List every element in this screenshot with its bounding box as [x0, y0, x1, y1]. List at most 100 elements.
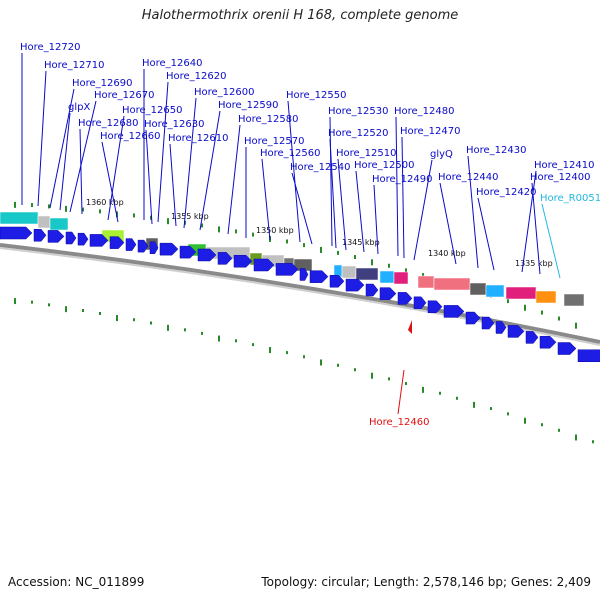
- leader-line: [169, 143, 177, 227]
- marker-leader: [397, 369, 405, 415]
- marker-group: Hore_12460: [369, 320, 430, 428]
- scale-label: 1355 kbp: [171, 212, 209, 221]
- scale-tick: [133, 213, 135, 218]
- gene-label: Hore_12610: [168, 133, 229, 144]
- leader-line: [329, 138, 337, 249]
- scale-label: 1350 kbp: [256, 226, 294, 235]
- gene-arrow: [233, 254, 253, 268]
- lower-tick: [439, 391, 441, 395]
- lower-tick: [252, 343, 254, 347]
- scale-tick: [218, 226, 220, 233]
- lower-tick: [184, 328, 186, 332]
- gene-arrows: [0, 226, 600, 363]
- leader-line: [227, 124, 241, 235]
- gene-arrow: [149, 241, 159, 254]
- feature-block: [0, 211, 39, 225]
- gene-arrow: [89, 234, 109, 247]
- leader-line: [79, 128, 83, 215]
- lower-tick: [456, 396, 458, 400]
- lower-tick: [14, 298, 16, 305]
- gene-arrow: [253, 258, 275, 272]
- lower-ticks: [14, 298, 594, 444]
- leader-line: [467, 155, 479, 269]
- gene-arrow: [275, 263, 299, 276]
- lower-tick: [269, 347, 271, 354]
- lower-tick: [167, 324, 169, 331]
- lower-tick: [524, 417, 526, 424]
- gene-label: Hore_12520: [328, 128, 389, 139]
- scale-tick: [541, 310, 543, 315]
- lower-tick: [558, 428, 560, 432]
- leader-line: [477, 197, 495, 271]
- gene-label: Hore_12560: [260, 148, 321, 159]
- lower-tick: [31, 300, 33, 304]
- gene-arrow: [65, 231, 77, 245]
- feature-block: [505, 286, 537, 300]
- scale-tick: [201, 223, 203, 228]
- lower-tick: [65, 306, 67, 313]
- scale-tick: [235, 229, 237, 234]
- gene-arrow: [137, 239, 149, 253]
- gene-arrow: [379, 287, 397, 300]
- lower-tick: [405, 382, 407, 386]
- gene-label: Hore_12660: [100, 131, 161, 142]
- leader-line: [531, 182, 541, 275]
- lower-tick: [575, 434, 577, 441]
- lower-tick: [150, 321, 152, 325]
- feature-block: [469, 282, 487, 296]
- gene-arrow: [47, 230, 65, 243]
- gene-arrow: [125, 238, 137, 251]
- gene-label: glyQ: [430, 149, 453, 160]
- gene-label: Hore_12470: [400, 126, 461, 137]
- gene-label: Hore_12400: [530, 172, 591, 183]
- lower-tick: [133, 318, 135, 322]
- gene-label: Hore_12570: [244, 136, 305, 147]
- scale-label: 1360 kbp: [86, 198, 124, 207]
- scale-tick: [524, 304, 526, 311]
- gene-label: Hore_12640: [142, 58, 203, 69]
- gene-label: Hore_R0051: [540, 193, 600, 204]
- lower-tick: [388, 377, 390, 381]
- scale-tick: [116, 211, 118, 218]
- leader-line: [373, 184, 379, 255]
- gene-labels: Hore_12720 Hore_12710 Hore_12690 glpX Hore_1…: [20, 42, 600, 204]
- gene-arrow: [217, 252, 233, 265]
- scale-tick: [184, 220, 186, 225]
- gene-label: Hore_12550: [286, 90, 347, 101]
- gene-arrow: [539, 335, 557, 349]
- gene-label: Hore_12720: [20, 42, 81, 53]
- lower-tick: [473, 401, 475, 408]
- gene-label: Hore_12410: [534, 160, 595, 171]
- gene-label: Hore_12600: [194, 87, 255, 98]
- leader-line: [101, 141, 119, 223]
- feature-block: [379, 270, 395, 284]
- scale-tick: [337, 250, 339, 255]
- scale-tick: [575, 322, 577, 329]
- feature-block: [433, 277, 471, 291]
- gene-arrow: [197, 248, 217, 262]
- scale-tick: [286, 239, 288, 244]
- feature-block: [563, 293, 585, 307]
- scale-tick: [167, 218, 169, 225]
- gene-arrow: [299, 268, 309, 281]
- lower-tick: [235, 339, 237, 343]
- feature-block: [49, 217, 69, 231]
- gene-label: Hore_12580: [238, 114, 299, 125]
- scale-tick: [252, 232, 254, 237]
- lower-tick: [303, 355, 305, 359]
- gene-label: Hore_12440: [438, 172, 499, 183]
- feature-block: [417, 275, 435, 289]
- gene-arrow: [427, 300, 443, 314]
- lower-tick: [507, 412, 509, 416]
- leader-line: [69, 100, 97, 213]
- scale-tick: [99, 209, 101, 214]
- leader-line: [37, 70, 47, 207]
- lower-tick: [422, 386, 424, 393]
- gene-label: glpX: [68, 102, 90, 113]
- leader-line: [355, 170, 365, 253]
- gene-label: Hore_12510: [336, 148, 397, 159]
- leader-line: [541, 203, 561, 279]
- lower-tick: [320, 359, 322, 366]
- gene-arrow: [309, 270, 329, 283]
- gene-arrow: [443, 305, 465, 318]
